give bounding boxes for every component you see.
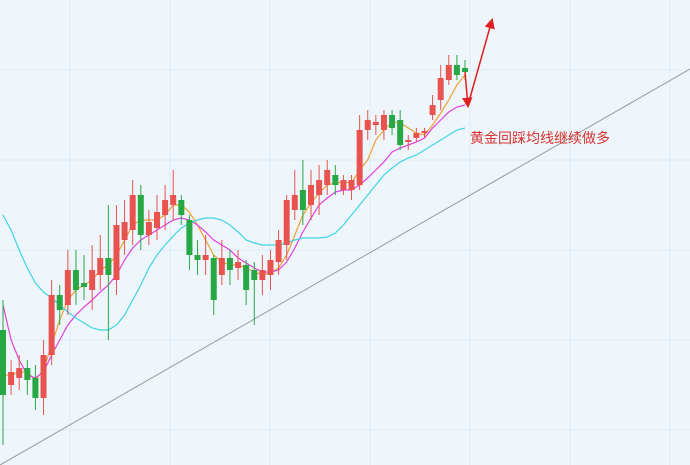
candle-body — [162, 200, 169, 215]
candle-body — [56, 295, 63, 310]
candle-body — [48, 295, 55, 355]
candle-body — [72, 270, 79, 290]
candle-body — [8, 372, 15, 385]
candle-body — [129, 195, 136, 230]
candle-body — [397, 120, 404, 145]
candle-body — [445, 65, 452, 80]
candle-body — [429, 105, 436, 115]
candle-body — [437, 78, 444, 100]
candle-body — [226, 258, 233, 270]
candle-body — [389, 115, 396, 128]
candle-body — [40, 355, 47, 398]
candle-body — [340, 180, 347, 190]
candle-body — [210, 258, 217, 300]
candle-body — [308, 185, 314, 205]
moving-average — [2, 104, 466, 379]
candle-body — [380, 115, 387, 130]
candle-body — [462, 68, 468, 72]
candle-body — [275, 240, 282, 262]
candle-body — [24, 368, 31, 380]
candle-body — [186, 220, 193, 255]
candle-body — [291, 195, 298, 210]
candle-body — [105, 258, 112, 275]
candle-body — [421, 131, 428, 133]
candle-body — [405, 140, 412, 142]
candle-body — [113, 225, 120, 280]
candle-body — [332, 175, 339, 185]
candle-body — [235, 262, 242, 268]
candle-body — [154, 212, 160, 228]
candle-body — [299, 190, 306, 210]
candle-body — [32, 378, 39, 398]
candle-body — [178, 200, 185, 215]
candle-body — [316, 180, 323, 195]
arrow-down — [462, 71, 473, 109]
candle-body — [251, 270, 258, 280]
candle-body — [121, 222, 128, 240]
arrow-up — [467, 17, 495, 106]
candle-body — [170, 195, 177, 205]
plot — [0, 55, 468, 445]
candle-body — [372, 122, 379, 125]
candle-body — [97, 258, 104, 275]
moving-average — [3, 74, 466, 381]
candle-body — [218, 258, 225, 275]
candle-body — [243, 265, 250, 290]
candle-body — [194, 255, 201, 260]
candle-body — [267, 260, 274, 275]
annotation: 黄金回踩均线继续做多 — [470, 130, 610, 147]
candle-body — [324, 170, 331, 185]
candle-body — [64, 270, 71, 305]
candle-body — [356, 130, 363, 185]
candle-body — [0, 330, 6, 395]
candle-body — [364, 120, 371, 130]
trend-line — [0, 68, 690, 465]
candle-body — [348, 180, 355, 190]
candle-body — [81, 283, 88, 287]
candle-body — [202, 255, 209, 260]
candle-body — [89, 270, 96, 290]
candle-body — [259, 270, 266, 280]
candle-body — [145, 222, 152, 235]
candle-body — [137, 195, 144, 235]
candle-body — [283, 200, 290, 245]
candle-body — [413, 133, 420, 138]
candle-body — [16, 368, 23, 378]
moving-average — [2, 127, 466, 331]
candle-body — [453, 65, 460, 75]
